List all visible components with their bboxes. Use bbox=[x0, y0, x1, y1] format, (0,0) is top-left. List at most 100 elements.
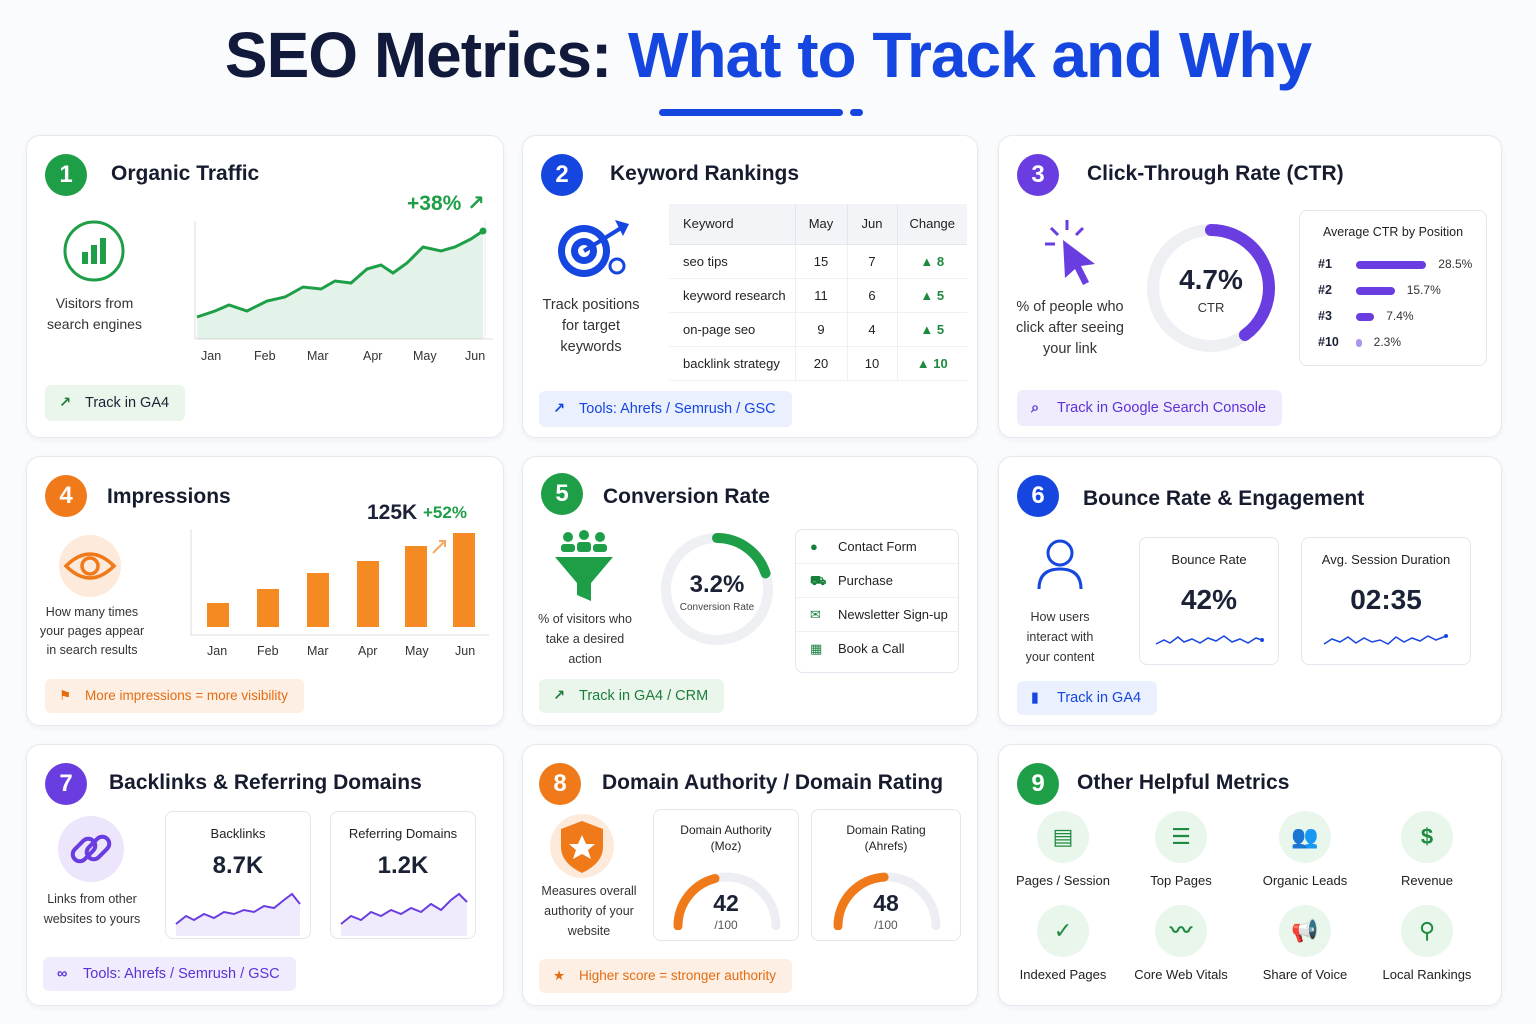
tools-pill[interactable]: ↗ Tools: Ahrefs / Semrush / GSC bbox=[539, 391, 792, 427]
jun-cell: 10 bbox=[847, 346, 898, 381]
check-icon: ✓ bbox=[1037, 905, 1089, 957]
metric-value: 42% bbox=[1180, 584, 1238, 615]
card-title: Impressions bbox=[107, 485, 231, 508]
impressions-bar bbox=[257, 589, 279, 627]
ctr-percent: 7.4% bbox=[1386, 309, 1414, 323]
page-title: SEO Metrics: What to Track and Why bbox=[224, 19, 1312, 91]
jun-cell: 7 bbox=[847, 244, 898, 279]
trend-up-icon: ↗ bbox=[553, 401, 566, 417]
card-description: Visitors from search engines bbox=[47, 295, 142, 332]
megaphone-icon: 📢 bbox=[1279, 905, 1331, 957]
metric-item-pages-session: ▤ Pages / Session bbox=[1003, 811, 1123, 888]
search-console-pill[interactable]: ⌕ Track in Google Search Console bbox=[1017, 390, 1283, 426]
card-description: Measures overall authority of your website bbox=[541, 884, 637, 938]
gauge-value: 42 bbox=[713, 890, 739, 916]
title-underline bbox=[659, 109, 843, 116]
eye-icon bbox=[59, 535, 121, 597]
conversion-donut-arc bbox=[661, 533, 773, 645]
x-tick: Jan bbox=[207, 644, 228, 658]
metric-value: 1.2K bbox=[377, 852, 429, 879]
gauge-arc bbox=[673, 872, 781, 930]
trend-up-icon: ↗ bbox=[59, 395, 72, 411]
impressions-bar bbox=[405, 546, 427, 627]
backlinks-metric: Backlinks 8.7K bbox=[165, 811, 311, 939]
column-header: May bbox=[795, 204, 848, 245]
column-header: Keyword bbox=[669, 204, 796, 245]
track-ga4-pill[interactable]: ↗ Track in GA4 bbox=[45, 385, 186, 421]
flag-icon: ⚑ bbox=[59, 688, 72, 703]
referring-domains-metric: Referring Domains 1.2K bbox=[330, 811, 476, 939]
sparkline bbox=[1323, 634, 1448, 645]
metric-item-local-rankings: ⚲ Local Rankings bbox=[1367, 905, 1487, 982]
metric-label: Domain Rating (Ahrefs) bbox=[846, 823, 926, 853]
cursor-click-icon bbox=[1045, 220, 1095, 285]
traffic-line bbox=[196, 229, 484, 319]
ctr-bar bbox=[1356, 261, 1427, 269]
conversion-actions-list: ● Contact Form ⛟ Purchase ✉ Newsletter Sign… bbox=[795, 529, 959, 673]
metric-item-share-of-voice: 📢 Share of Voice bbox=[1245, 905, 1365, 982]
card-number: 3 bbox=[1017, 154, 1059, 196]
position-label: #3 bbox=[1318, 309, 1332, 323]
change-cell: ▲ 5 bbox=[897, 312, 967, 347]
sparkline bbox=[175, 892, 301, 936]
table-row: backlink strategy 20 10 ▲ 10 bbox=[669, 346, 967, 381]
keyword-cell: seo tips bbox=[669, 244, 796, 279]
conversion-value-label: Conversion Rate bbox=[679, 602, 755, 613]
visibility-pill: ⚑ More impressions = more visibility bbox=[45, 679, 304, 713]
ctr-donut-chart bbox=[1147, 224, 1275, 352]
conversion-value: 3.2% bbox=[689, 571, 745, 598]
track-ga4-crm-pill[interactable]: ↗ Track in GA4 / CRM bbox=[539, 679, 725, 713]
user-icon bbox=[1037, 539, 1083, 590]
bar-chart-icon bbox=[63, 220, 125, 282]
card-number: 1 bbox=[45, 154, 87, 196]
card-description: % of people who click after seeing your li… bbox=[1016, 299, 1124, 357]
metric-value: 02:35 bbox=[1350, 584, 1422, 615]
may-cell: 20 bbox=[795, 346, 848, 381]
link-icon: ∞ bbox=[57, 966, 68, 982]
card-backlinks: 7 Backlinks & Referring Domains Links fr… bbox=[26, 744, 504, 1006]
x-tick: Jun bbox=[465, 349, 486, 363]
card-domain-authority: 8 Domain Authority / Domain Rating Measu… bbox=[522, 744, 978, 1006]
tools-pill[interactable]: ∞ Tools: Ahrefs / Semrush / GSC bbox=[43, 957, 296, 991]
magnifier-icon: ⌕ bbox=[1031, 400, 1040, 416]
impressions-bar bbox=[453, 533, 475, 627]
card-description: % of visitors who take a desired action bbox=[538, 612, 632, 666]
card-title: Domain Authority / Domain Rating bbox=[602, 771, 944, 794]
x-tick: Apr bbox=[358, 644, 378, 658]
keyword-cell: on-page seo bbox=[669, 312, 796, 347]
impressions-total: 125K bbox=[367, 501, 418, 524]
metric-label: Backlinks bbox=[210, 826, 266, 841]
conversion-donut-chart bbox=[661, 533, 773, 645]
gauge-arc bbox=[833, 872, 941, 930]
gauge-chart bbox=[673, 872, 781, 930]
traffic-line-chart bbox=[194, 221, 493, 340]
metric-label: Avg. Session Duration bbox=[1321, 552, 1451, 567]
document-icon: ▤ bbox=[1037, 811, 1089, 863]
card-title: Organic Traffic bbox=[111, 162, 260, 185]
x-tick: Feb bbox=[254, 349, 276, 363]
table-row: seo tips 15 7 ▲ 8 bbox=[669, 244, 967, 279]
authority-pill: ★ Higher score = stronger authority bbox=[539, 959, 792, 993]
card-conversion-rate: 5 Conversion Rate % of visitors who take … bbox=[522, 456, 978, 726]
gauge-denominator: /100 bbox=[714, 918, 738, 932]
table-row: on-page seo 9 4 ▲ 5 bbox=[669, 312, 967, 347]
growth-arrow-icon bbox=[432, 540, 446, 554]
change-cell: ▲ 8 bbox=[897, 244, 967, 279]
card-impressions: 4 Impressions 125K +52% How many times yo… bbox=[26, 456, 504, 726]
funnel-icon bbox=[555, 530, 613, 601]
card-ctr: 3 Click-Through Rate (CTR) % of people w… bbox=[998, 135, 1502, 438]
track-ga4-pill[interactable]: ▮ Track in GA4 bbox=[1017, 681, 1158, 715]
table-row: keyword research 11 6 ▲ 5 bbox=[669, 278, 967, 313]
shield-star-icon bbox=[550, 814, 614, 878]
star-icon: ★ bbox=[553, 968, 566, 983]
box-title: Average CTR by Position bbox=[1322, 225, 1464, 239]
impressions-bar bbox=[207, 603, 229, 627]
card-number: 4 bbox=[45, 475, 87, 517]
sparkline bbox=[1155, 635, 1264, 645]
card-description: How many times your pages appear in search… bbox=[39, 605, 145, 657]
pulse-icon: 〰 bbox=[1155, 905, 1207, 957]
sparkline bbox=[340, 892, 468, 936]
list-item: ▦ Book a Call bbox=[796, 632, 958, 666]
card-other-metrics: 9 Other Helpful Metrics ▤ Pages / Session… bbox=[998, 744, 1502, 1006]
may-cell: 15 bbox=[795, 244, 848, 279]
